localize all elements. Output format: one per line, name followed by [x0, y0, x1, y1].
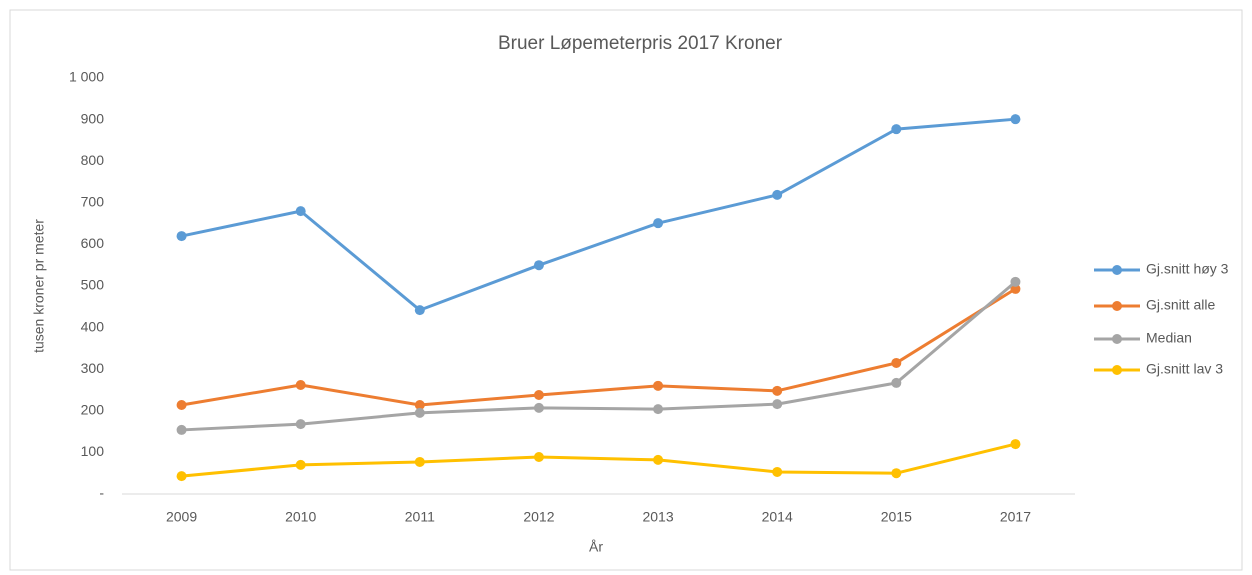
data-point [295, 419, 306, 430]
data-point [533, 451, 544, 462]
y-tick-label: 400 [81, 318, 105, 334]
y-tick-label: 100 [81, 443, 105, 459]
y-tick-label: 500 [81, 277, 105, 293]
data-point [1010, 276, 1021, 287]
data-point [1010, 439, 1021, 450]
legend-marker [1112, 365, 1122, 375]
data-point [176, 471, 187, 482]
legend-label: Gj.snitt høy 3 [1146, 261, 1229, 277]
data-point [414, 305, 425, 316]
series-line [181, 117, 1016, 312]
chart-frame [9, 9, 1243, 571]
data-point [653, 454, 664, 465]
y-tick-label: 300 [81, 360, 105, 376]
data-point [772, 466, 783, 477]
data-point [1010, 114, 1021, 125]
data-point [295, 206, 306, 217]
x-tick-label: 2014 [762, 509, 793, 525]
series-line [181, 280, 1017, 432]
data-point [533, 389, 544, 400]
data-point [1010, 283, 1021, 294]
data-point [414, 456, 425, 467]
legend-label: Gj.snitt lav 3 [1146, 361, 1223, 377]
legend-marker [1112, 334, 1122, 344]
series-line [181, 287, 1017, 407]
data-point [295, 380, 306, 391]
data-point [295, 459, 306, 470]
data-point [891, 357, 902, 368]
y-tick-label: 200 [81, 402, 105, 418]
data-point [653, 404, 664, 415]
data-point [533, 260, 544, 271]
x-tick-label: 2017 [1000, 509, 1031, 525]
y-axis-title: tusen kroner pr meter [31, 219, 47, 353]
data-point [653, 218, 664, 229]
data-point [414, 399, 425, 410]
chart-title: Bruer Løpemeterpris 2017 Kroner [498, 33, 783, 54]
y-tick-label: 900 [81, 110, 105, 126]
data-point [891, 377, 902, 388]
x-tick-label: 2010 [285, 509, 316, 525]
series-line [181, 442, 1016, 478]
x-axis-title: År [589, 539, 603, 555]
data-point [891, 124, 902, 135]
data-point [772, 399, 783, 410]
data-point [176, 424, 187, 435]
data-point [176, 231, 187, 242]
legend-label: Median [1146, 330, 1192, 346]
x-tick-label: 2015 [881, 509, 912, 525]
y-tick-label: 600 [81, 235, 105, 251]
y-tick-label: - [99, 485, 104, 501]
data-point [176, 399, 187, 410]
legend-label: Gj.snitt alle [1146, 297, 1215, 313]
data-point [533, 402, 544, 413]
x-tick-label: 2009 [166, 509, 197, 525]
x-tick-label: 2011 [405, 509, 435, 525]
y-tick-label: 1 000 [69, 69, 104, 85]
data-point [414, 407, 425, 418]
data-point [772, 385, 783, 396]
legend-marker [1112, 265, 1122, 275]
data-point [772, 189, 783, 200]
x-tick-label: 2012 [523, 509, 554, 525]
x-tick-label: 2013 [642, 509, 673, 525]
data-point [891, 468, 902, 479]
y-tick-label: 800 [81, 152, 105, 168]
y-tick-label: 700 [81, 194, 105, 210]
legend-marker [1112, 301, 1122, 311]
data-point [653, 380, 664, 391]
